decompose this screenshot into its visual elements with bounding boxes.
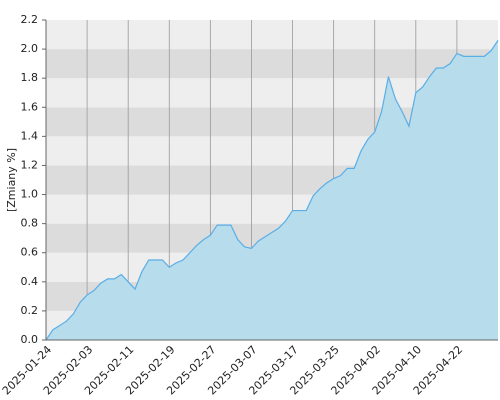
y-tick-label: 0.4: [21, 275, 39, 288]
y-axis-label: [Zmiany %]: [5, 148, 18, 212]
grid-band: [46, 20, 498, 50]
y-tick-label: 1.8: [21, 71, 39, 84]
y-tick-label: 1.6: [21, 100, 39, 113]
y-tick-label: 0.6: [21, 246, 39, 259]
y-tick-label: 0.8: [21, 217, 39, 230]
grid-band: [46, 49, 498, 79]
y-tick-label: 0.2: [21, 304, 39, 317]
y-tick-label: 2.0: [21, 42, 39, 55]
y-tick-label: 2.2: [21, 13, 39, 26]
y-tick-label: 1.0: [21, 188, 39, 201]
y-tick-label: 1.2: [21, 158, 39, 171]
line: [45, 40, 499, 341]
y-tick-label: 0.0: [21, 333, 39, 346]
area: [46, 40, 498, 340]
y-tick-label: 1.4: [21, 129, 39, 142]
